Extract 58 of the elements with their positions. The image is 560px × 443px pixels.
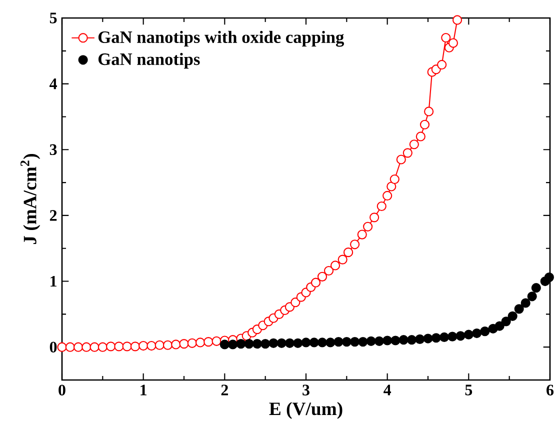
point	[342, 337, 352, 347]
point	[439, 332, 450, 342]
point	[514, 304, 524, 314]
x-tick-label: 6	[546, 384, 554, 396]
point	[309, 338, 319, 348]
x-tick-label: 2	[221, 384, 228, 396]
point	[398, 335, 408, 345]
point	[284, 338, 295, 348]
x-tick-label: 5	[465, 384, 472, 396]
x-tick-label: 0	[58, 384, 66, 396]
point	[415, 334, 425, 344]
point	[301, 338, 311, 348]
point	[358, 337, 368, 347]
point	[244, 339, 254, 349]
point	[480, 326, 490, 336]
point	[260, 339, 270, 349]
point	[423, 334, 433, 344]
point	[252, 339, 262, 349]
point	[350, 337, 360, 347]
y-tick-label: 4	[50, 78, 57, 90]
point	[268, 338, 278, 348]
legend-label: GaN nanotips	[98, 52, 200, 69]
point	[544, 272, 554, 282]
y-tick-label: 5	[50, 12, 57, 24]
point	[472, 328, 482, 338]
point	[508, 311, 518, 321]
point	[293, 338, 303, 348]
point	[276, 338, 286, 348]
x-axis-title: E (V/um)	[269, 402, 342, 419]
x-tick-label: 4	[384, 384, 392, 396]
y-axis-title: J (mA/cm$^{2}$)	[20, 154, 40, 244]
point	[494, 321, 504, 331]
legend-label: GaN nanotips with oxide capping	[98, 30, 344, 47]
point	[527, 292, 537, 302]
point	[334, 337, 344, 347]
point	[374, 336, 384, 346]
point	[382, 336, 392, 346]
x-tick-label: 1	[140, 384, 147, 396]
x-tick-label: 3	[302, 384, 310, 396]
point	[501, 316, 511, 326]
point	[464, 330, 474, 340]
point	[448, 332, 458, 342]
point	[456, 331, 466, 341]
point	[220, 340, 230, 350]
point	[431, 333, 441, 343]
point	[366, 336, 376, 346]
point	[236, 339, 246, 349]
point	[326, 338, 336, 348]
point	[317, 338, 328, 348]
point	[406, 335, 417, 345]
point	[228, 340, 238, 350]
point	[390, 336, 400, 346]
point	[531, 283, 541, 293]
y-tick-label: 3	[50, 144, 57, 156]
y-tick-label: 1	[50, 276, 56, 287]
y-tick-label: 0	[50, 342, 57, 352]
point	[520, 298, 530, 308]
y-tick-label: 2	[50, 210, 57, 221]
